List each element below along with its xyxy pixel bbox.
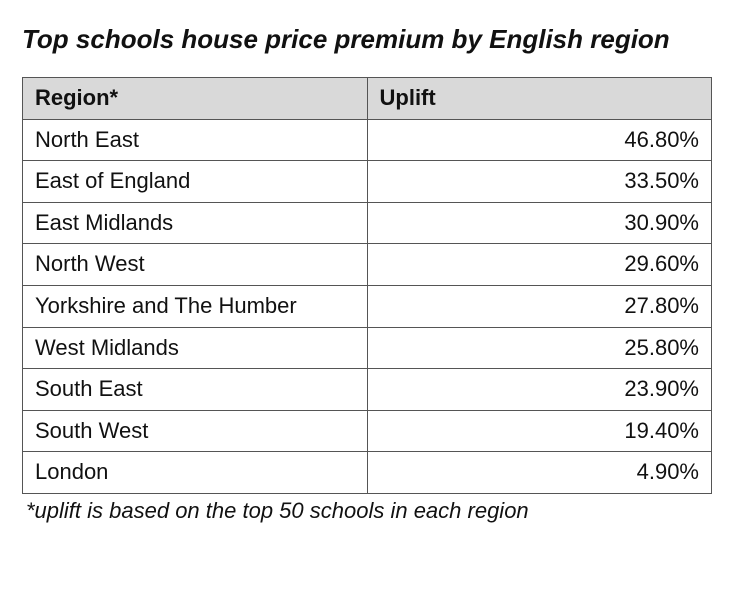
table-row: East Midlands 30.90% bbox=[23, 202, 712, 244]
region-cell: North East bbox=[23, 119, 368, 161]
region-cell: North West bbox=[23, 244, 368, 286]
region-cell: London bbox=[23, 452, 368, 494]
region-cell: East Midlands bbox=[23, 202, 368, 244]
uplift-cell: 30.90% bbox=[367, 202, 712, 244]
table-row: North East 46.80% bbox=[23, 119, 712, 161]
column-header-region: Region* bbox=[23, 78, 368, 120]
page-title: Top schools house price premium by Engli… bbox=[22, 24, 714, 55]
table-row: South West 19.40% bbox=[23, 410, 712, 452]
region-cell: South East bbox=[23, 369, 368, 411]
premium-table: Region* Uplift North East 46.80% East of… bbox=[22, 77, 712, 494]
table-row: East of England 33.50% bbox=[23, 161, 712, 203]
uplift-cell: 33.50% bbox=[367, 161, 712, 203]
uplift-cell: 25.80% bbox=[367, 327, 712, 369]
uplift-cell: 27.80% bbox=[367, 285, 712, 327]
footnote: *uplift is based on the top 50 schools i… bbox=[22, 498, 714, 524]
region-cell: Yorkshire and The Humber bbox=[23, 285, 368, 327]
uplift-cell: 46.80% bbox=[367, 119, 712, 161]
table-row: London 4.90% bbox=[23, 452, 712, 494]
region-cell: East of England bbox=[23, 161, 368, 203]
uplift-cell: 4.90% bbox=[367, 452, 712, 494]
uplift-cell: 19.40% bbox=[367, 410, 712, 452]
region-cell: South West bbox=[23, 410, 368, 452]
uplift-cell: 29.60% bbox=[367, 244, 712, 286]
region-cell: West Midlands bbox=[23, 327, 368, 369]
table-header-row: Region* Uplift bbox=[23, 78, 712, 120]
table-row: Yorkshire and The Humber 27.80% bbox=[23, 285, 712, 327]
table-row: North West 29.60% bbox=[23, 244, 712, 286]
uplift-cell: 23.90% bbox=[367, 369, 712, 411]
column-header-uplift: Uplift bbox=[367, 78, 712, 120]
table-row: South East 23.90% bbox=[23, 369, 712, 411]
table-row: West Midlands 25.80% bbox=[23, 327, 712, 369]
